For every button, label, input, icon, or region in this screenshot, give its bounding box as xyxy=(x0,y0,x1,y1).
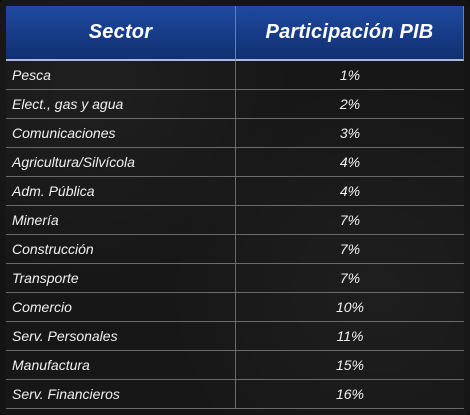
table-row-value: 4% xyxy=(236,177,464,206)
table-row-value: 7% xyxy=(236,235,464,264)
table-row-sector: Agricultura/Silvícola xyxy=(6,148,236,177)
sector-gdp-table: Sector Participación PIB Pesca 1% Elect.… xyxy=(6,6,464,409)
table-row-sector: Comunicaciones xyxy=(6,119,236,148)
table-row-sector: Serv. Personales xyxy=(6,322,236,351)
table-row-sector: Minería xyxy=(6,206,236,235)
table-row-sector: Serv. Financieros xyxy=(6,380,236,409)
header-sector: Sector xyxy=(6,6,236,61)
table-row-sector: Elect., gas y agua xyxy=(6,90,236,119)
table-row-sector: Transporte xyxy=(6,264,236,293)
table-row-value: 7% xyxy=(236,264,464,293)
table-row-sector: Comercio xyxy=(6,293,236,322)
table-row-value: 1% xyxy=(236,61,464,90)
header-participation: Participación PIB xyxy=(236,6,464,61)
table-row-sector: Manufactura xyxy=(6,351,236,380)
table-row-value: 10% xyxy=(236,293,464,322)
table-row-value: 16% xyxy=(236,380,464,409)
table-row-sector: Pesca xyxy=(6,61,236,90)
table-row-value: 4% xyxy=(236,148,464,177)
table-row-sector: Adm. Pública xyxy=(6,177,236,206)
table-row-value: 15% xyxy=(236,351,464,380)
table-row-value: 2% xyxy=(236,90,464,119)
table-row-value: 11% xyxy=(236,322,464,351)
table-row-value: 7% xyxy=(236,206,464,235)
table-row-sector: Construcción xyxy=(6,235,236,264)
table-row-value: 3% xyxy=(236,119,464,148)
